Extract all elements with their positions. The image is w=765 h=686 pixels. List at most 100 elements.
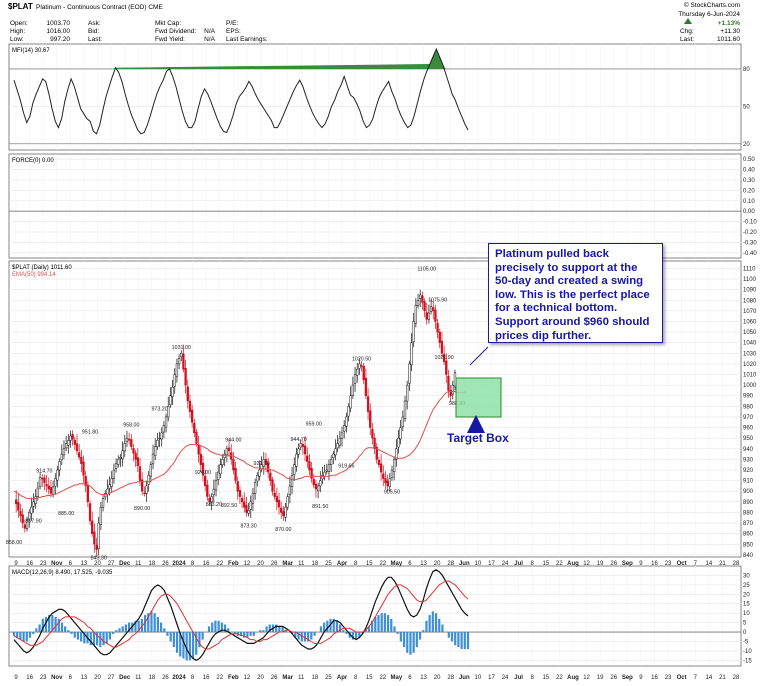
- x-tick-label: Dec: [119, 561, 131, 567]
- candle-body: [336, 443, 339, 449]
- x-tick-label-bottom: 22: [216, 675, 223, 681]
- macd-histogram-bar: [38, 624, 41, 633]
- x-tick-label-bottom: 17: [488, 675, 495, 681]
- x-tick-label: 18: [312, 561, 319, 567]
- candle-body: [371, 429, 374, 439]
- macd-histogram-bar: [163, 628, 166, 633]
- candle-body: [410, 342, 413, 366]
- x-tick-label: 2024: [172, 561, 186, 567]
- macd-histogram-bar: [412, 632, 415, 653]
- header-field-label: Fwd Dividend:: [155, 28, 196, 35]
- candle-body: [356, 368, 359, 376]
- force-panel: 0.50 0.40 0.30 0.20 0.10 0.00 -0.10 -0.20 -0.30 -…: [8, 153, 757, 259]
- price-annotation: 921.70: [254, 461, 270, 467]
- macd-histogram-bar: [54, 616, 57, 633]
- candle-body: [93, 531, 96, 545]
- macd-histogram-bar: [19, 632, 22, 640]
- x-tick-label-bottom: May: [391, 675, 403, 681]
- candle-body: [423, 301, 426, 312]
- candle-body: [249, 501, 252, 510]
- x-tick-label: 22: [556, 561, 563, 567]
- candle-body: [297, 448, 300, 455]
- candle-body: [119, 457, 122, 459]
- target-box: [455, 377, 502, 418]
- y-tick-label: 20: [743, 142, 750, 148]
- macd-histogram-bar: [143, 615, 147, 633]
- macd-histogram-bar: [406, 632, 409, 653]
- macd-histogram-bar: [393, 626, 396, 633]
- x-tick-label: 15: [542, 561, 549, 567]
- candle-body: [75, 443, 79, 452]
- candle-body: [62, 448, 66, 456]
- candle-body: [19, 510, 22, 516]
- y-tick-label: 0.50: [743, 157, 755, 163]
- x-tick-label: 21: [719, 561, 726, 567]
- price-annotation: 973.20: [151, 407, 167, 413]
- header-field-label: Last:: [680, 36, 694, 43]
- candle-body: [238, 490, 242, 497]
- x-tick-label: 16: [203, 561, 210, 567]
- candle-body: [219, 464, 222, 475]
- callout-pointer: [469, 346, 489, 366]
- macd-histogram-bar: [447, 632, 450, 638]
- x-tick-label-bottom: 10: [475, 675, 482, 681]
- candle-body: [347, 406, 350, 417]
- up-arrow-icon: [684, 18, 692, 24]
- candle-body: [360, 365, 363, 367]
- candle-body: [271, 479, 274, 492]
- candle-body: [295, 453, 298, 467]
- macd-histogram-bar: [438, 618, 441, 633]
- header-field-value: 1016.00: [47, 28, 71, 35]
- macd-histogram-bar: [166, 632, 169, 636]
- x-tick-label-bottom: Aug: [567, 675, 579, 681]
- macd-histogram-bar: [112, 632, 115, 634]
- y-tick-label: 30: [743, 573, 750, 579]
- macd-histogram-bar: [310, 632, 313, 640]
- x-tick-label-bottom: 15: [366, 675, 373, 681]
- macd-histogram-bar: [431, 611, 434, 633]
- candle-body: [17, 502, 20, 511]
- candle-body: [164, 416, 168, 428]
- candle-body: [49, 487, 53, 494]
- candle-body: [121, 450, 124, 460]
- x-tick-label: 16: [651, 561, 658, 567]
- macd-histogram-bar: [99, 632, 102, 648]
- candle-body: [169, 395, 172, 405]
- y-tick-label: 0.00: [743, 209, 755, 215]
- macd-histogram-bar: [140, 618, 143, 633]
- candle-body: [293, 464, 296, 475]
- x-tick-label: 14: [705, 561, 712, 567]
- candle-body: [397, 437, 400, 448]
- candle-body: [282, 511, 285, 516]
- candle-body: [138, 466, 142, 481]
- mfi-line: [13, 47, 469, 135]
- ema50-line: [13, 390, 467, 500]
- x-tick-label: 12: [583, 561, 590, 567]
- macd-histogram-bar: [422, 630, 425, 633]
- candle-body: [34, 496, 37, 504]
- candle-body: [51, 486, 55, 495]
- candle-body: [416, 300, 420, 306]
- candle-body: [38, 477, 42, 487]
- header-field-value: 1011.60: [717, 36, 740, 43]
- price-annotation: 867.90: [25, 518, 41, 524]
- y-tick-label: 1000: [743, 383, 757, 389]
- candle-body: [214, 480, 218, 491]
- candle-body: [47, 485, 50, 490]
- candle-body: [432, 307, 435, 312]
- panel-title: $PLAT (Daily) 1011.60: [12, 265, 72, 271]
- chart-date: Thursday 6-Jun-2024: [678, 11, 740, 18]
- price-annotation: 1020.50: [352, 356, 371, 362]
- header-field-label: Last:: [88, 36, 102, 43]
- y-tick-label: 950: [743, 436, 754, 442]
- x-tick-label-bottom: Sep: [622, 675, 633, 681]
- x-tick-label-bottom: 16: [203, 675, 210, 681]
- candle-body: [167, 406, 170, 418]
- x-tick-label-bottom: Dec: [119, 675, 131, 681]
- header-field-value: N/A: [204, 36, 216, 43]
- candle-body: [332, 453, 335, 458]
- x-tick-label-bottom: 19: [597, 675, 604, 681]
- candle-body: [60, 453, 63, 461]
- x-tick-label-bottom: 24: [502, 675, 509, 681]
- macd-histogram-bar: [348, 632, 351, 638]
